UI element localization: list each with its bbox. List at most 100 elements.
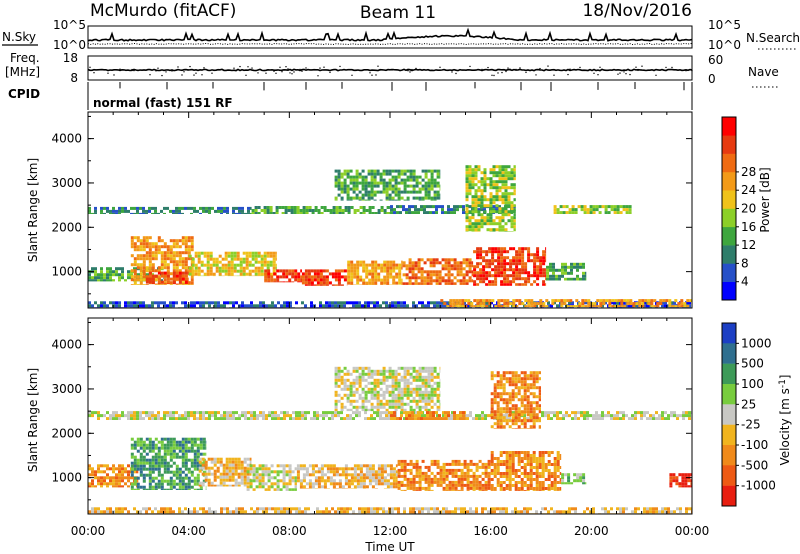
power-cell [337, 175, 341, 179]
velocity-cell [400, 414, 403, 418]
power-cell [488, 259, 492, 263]
power-cell [263, 257, 267, 261]
velocity-cell [586, 411, 589, 415]
velocity-cell [299, 467, 303, 471]
velocity-cell [529, 478, 533, 481]
power-cell [285, 272, 289, 276]
power-cell [273, 278, 277, 282]
power-cell [601, 205, 605, 209]
power-cell [340, 199, 344, 201]
power-cell [386, 269, 390, 273]
velocity-cell [234, 463, 238, 467]
power-cell [542, 283, 546, 286]
power-cell [364, 181, 368, 185]
power-cell [288, 278, 292, 282]
power-cell [334, 181, 338, 185]
velocity-cell [523, 463, 527, 466]
power-cell [264, 281, 268, 283]
power-cell [304, 304, 307, 308]
velocity-cell [299, 485, 303, 489]
power-cell [209, 263, 213, 267]
power-cell [169, 260, 173, 264]
velocity-cell [139, 446, 143, 450]
power-cell [625, 211, 629, 214]
power-cell [254, 266, 258, 270]
velocity-cell [353, 485, 357, 489]
power-cell [127, 270, 130, 274]
velocity-cell [362, 464, 366, 468]
velocity-cell [213, 484, 217, 487]
velocity-cell [535, 469, 539, 472]
power-cell [436, 196, 440, 200]
power-cell [518, 253, 522, 257]
power-cell [151, 245, 155, 249]
power-cell [256, 304, 259, 308]
velocity-cell [556, 417, 559, 420]
power-cell [262, 301, 265, 305]
power-cell [408, 270, 412, 274]
velocity-cell [178, 479, 182, 483]
power-cell [178, 212, 181, 214]
power-cell [462, 258, 466, 262]
power-cell [346, 193, 350, 197]
power-cell [337, 301, 340, 305]
nave-dot [377, 65, 379, 67]
velocity-cell [163, 488, 167, 490]
velocity-cell [415, 480, 419, 484]
velocity-cell [328, 411, 331, 415]
power-cell [388, 187, 392, 191]
power-cell [334, 301, 337, 305]
velocity-cell [294, 488, 297, 491]
power-cell [509, 262, 513, 266]
power-cell [275, 206, 279, 209]
power-cell [494, 280, 498, 284]
velocity-cell [250, 414, 253, 418]
power-cell [244, 304, 247, 308]
power-cell [497, 305, 501, 308]
velocity-cell [472, 474, 476, 478]
power-cell [513, 165, 516, 169]
velocity-cell [228, 484, 232, 487]
power-cell [461, 302, 465, 306]
velocity-cell [526, 417, 529, 420]
power-cell [518, 256, 522, 260]
velocity-cell [463, 471, 467, 475]
power-cell [406, 196, 410, 200]
power-cell [241, 212, 244, 214]
velocity-cell [368, 476, 372, 480]
power-cell [194, 269, 198, 273]
velocity-cell [535, 484, 539, 487]
power-cell [389, 272, 393, 276]
nave-dot [245, 74, 247, 77]
velocity-cell [520, 472, 524, 475]
power-cell [489, 186, 493, 190]
velocity-cell [142, 417, 145, 420]
power-cell [418, 175, 422, 179]
velocity-cell [145, 458, 149, 462]
power-cell [206, 254, 210, 258]
velocity-cell [178, 414, 181, 418]
power-cell [593, 302, 597, 306]
velocity-cell [193, 455, 197, 459]
velocity-cell [688, 411, 691, 415]
power-cell [452, 305, 456, 308]
power-cell [515, 253, 519, 257]
power-cell [97, 273, 100, 277]
velocity-cell [267, 473, 271, 477]
power-cell [267, 275, 271, 279]
power-cell [414, 205, 417, 209]
velocity-cell [320, 467, 324, 471]
power-cell [524, 280, 528, 284]
velocity-cell [142, 467, 146, 471]
power-cell [139, 206, 142, 210]
power-cell [226, 212, 229, 214]
power-cell [349, 187, 353, 191]
velocity-cell [490, 451, 494, 454]
velocity-cell [142, 440, 146, 444]
power-cell [439, 169, 441, 173]
velocity-cell [133, 411, 136, 415]
velocity-cell [181, 458, 185, 462]
power-cell [367, 199, 371, 201]
power-cell [480, 201, 484, 205]
velocity-cell [508, 469, 512, 472]
